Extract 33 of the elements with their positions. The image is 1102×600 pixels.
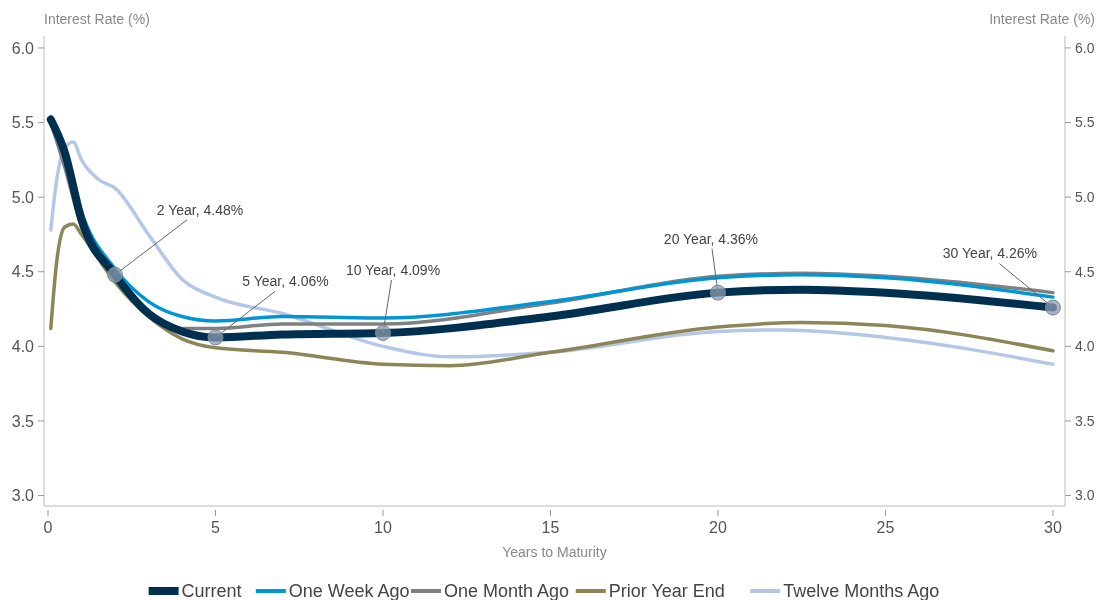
x-tick-label: 20 (709, 519, 727, 536)
y2-tick-label: 3.5 (1075, 412, 1095, 429)
y-tick-label: 6.0 (11, 39, 35, 57)
y-tick-label: 3.0 (11, 487, 35, 505)
annotation: 30 Year, 4.26% (942, 245, 1038, 262)
line-series (49, 222, 1055, 368)
y-tick-label: 5.5 (11, 114, 35, 132)
y-tick-label: 4.0 (11, 337, 35, 355)
legend-label: Prior Year End (608, 581, 725, 600)
x-axis-title: Years to Maturity (502, 544, 607, 560)
y-tick-label: 3.5 (11, 412, 35, 430)
x-tick-label: 0 (43, 519, 53, 536)
y2-tick-label: 5.0 (1075, 189, 1095, 206)
legend-label: Current (181, 581, 242, 600)
annotation: 2 Year, 4.48% (156, 201, 244, 218)
y2-tick-label: 4.5 (1075, 263, 1095, 280)
y2-axis-title: Interest Rate (%) (989, 11, 1095, 27)
annotation: 10 Year, 4.09% (345, 261, 441, 278)
annotation: 5 Year, 4.06% (242, 273, 329, 290)
x-tick-label: 25 (876, 519, 895, 536)
line-series (49, 140, 1055, 366)
y2-tick-label: 4.0 (1075, 338, 1095, 355)
x-tick-label: 10 (374, 519, 392, 536)
x-tick-label: 5 (211, 519, 221, 536)
annotation: 20 Year, 4.36% (663, 230, 759, 247)
y-axis-title: Interest Rate (%) (44, 11, 150, 27)
y2-tick-label: 5.5 (1075, 114, 1095, 131)
y-tick-label: 4.5 (11, 263, 35, 281)
x-tick-label: 15 (541, 519, 560, 536)
y2-tick-label: 3.0 (1075, 487, 1095, 504)
y2-tick-label: 6.0 (1075, 39, 1095, 56)
x-tick-label: 30 (1044, 519, 1062, 536)
y-tick-label: 5.0 (11, 188, 35, 206)
